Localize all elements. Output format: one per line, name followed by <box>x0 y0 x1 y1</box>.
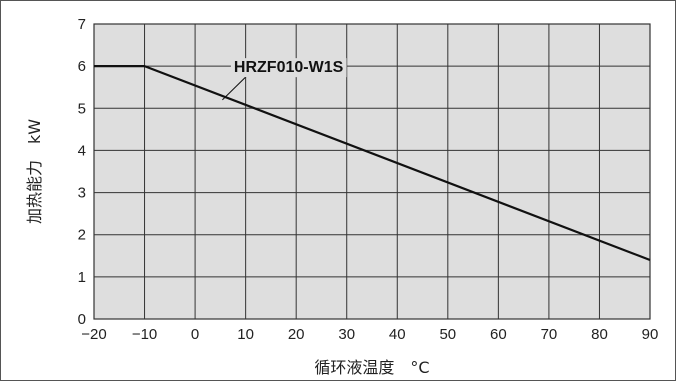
y-axis-label: 加热能力 kW <box>25 119 44 224</box>
x-tick-label: 80 <box>591 326 608 343</box>
x-tick-label: 70 <box>541 326 558 343</box>
y-tick-label: 5 <box>78 100 86 117</box>
x-tick-label: −10 <box>132 326 157 343</box>
y-tick-label: 1 <box>78 269 86 286</box>
x-tick-label: 30 <box>338 326 355 343</box>
x-axis-label: 循环液温度 °C <box>314 358 429 377</box>
y-tick-label: 0 <box>78 311 86 328</box>
y-tick-label: 4 <box>78 142 86 159</box>
x-tick-label: 20 <box>288 326 305 343</box>
y-tick-label: 3 <box>78 185 86 202</box>
plot-area <box>94 24 650 319</box>
series-label: HRZF010-W1S <box>234 59 344 76</box>
x-tick-label: 90 <box>642 326 659 343</box>
x-tick-label: 50 <box>439 326 456 343</box>
x-tick-labels: −20 −10 0 10 20 30 40 50 60 70 80 90 <box>81 326 658 343</box>
x-tick-label: 10 <box>237 326 254 343</box>
x-tick-label: −20 <box>81 326 106 343</box>
x-tick-label: 60 <box>490 326 507 343</box>
x-tick-label: 40 <box>389 326 406 343</box>
y-tick-label: 2 <box>78 227 86 244</box>
x-tick-label: 0 <box>191 326 199 343</box>
y-tick-labels: 0 1 2 3 4 5 6 7 <box>78 16 86 328</box>
y-tick-label: 6 <box>78 58 86 75</box>
y-tick-label: 7 <box>78 16 86 33</box>
